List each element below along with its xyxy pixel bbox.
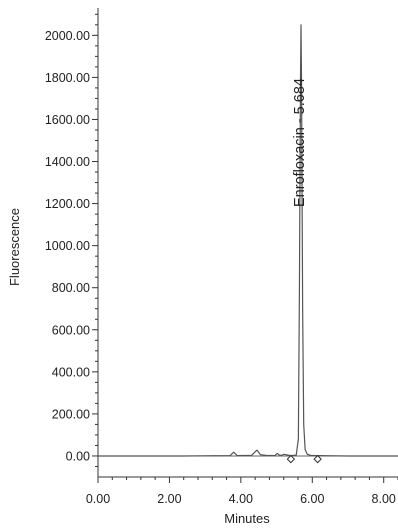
y-tick-label: 600.00 [52, 323, 90, 337]
x-tick-label: 0.00 [86, 492, 110, 506]
x-tick-label: 6.00 [300, 492, 324, 506]
x-axis: 0.00 2.00 4.00 6.00 8.00 [86, 476, 398, 506]
y-tick-label: 800.00 [52, 281, 90, 295]
y-tick-label: 0.00 [66, 449, 90, 463]
peak-label: Enrofloxacin - 5.684 [292, 78, 308, 207]
y-tick-label: 1400.00 [45, 155, 90, 169]
x-tick-label: 4.00 [229, 492, 253, 506]
baseline-marker [313, 454, 322, 464]
x-axis-title: Minutes [224, 511, 270, 526]
y-tick-label: 1200.00 [45, 197, 90, 211]
baseline-marker [286, 454, 296, 464]
y-tick-label: 400.00 [52, 365, 90, 379]
y-tick-label: 1600.00 [45, 113, 90, 127]
y-tick-label: 1000.00 [45, 239, 90, 253]
plot-area: Enrofloxacin - 5.684 [98, 24, 398, 464]
y-tick-label: 200.00 [52, 407, 90, 421]
y-tick-label: 2000.00 [45, 29, 90, 43]
y-tick-label: 1800.00 [45, 71, 90, 85]
chromatogram-trace [98, 24, 398, 457]
x-tick-label: 8.00 [372, 492, 396, 506]
y-axis: 0.00 200.00 400.00 600.00 800.00 1000.00 1200.… [45, 8, 99, 477]
x-tick-label: 2.00 [157, 492, 181, 506]
y-axis-title: Fluorescence [7, 208, 22, 286]
